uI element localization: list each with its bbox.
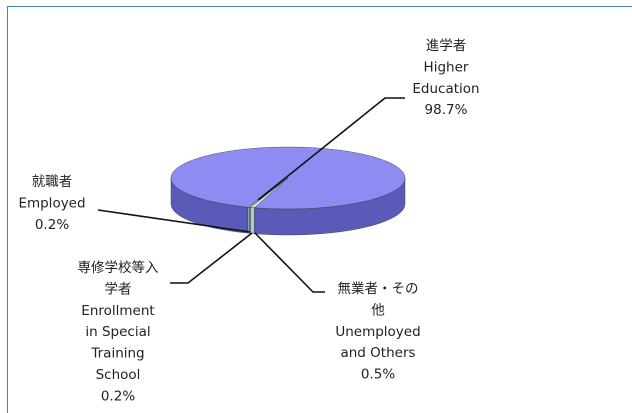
slice-label: 進学者 Higher Education 98.7% <box>412 38 479 118</box>
label-line: Enrollment <box>81 303 154 319</box>
label-line: Employed <box>18 195 85 211</box>
leader-line <box>97 209 251 233</box>
pie <box>170 146 406 236</box>
label-line: 学者 <box>105 281 132 297</box>
label-line: Education <box>412 81 479 97</box>
value-label: 98.7% <box>425 102 468 118</box>
label-line: and Others <box>340 345 415 361</box>
label-line: Higher <box>424 59 469 75</box>
leader-line <box>254 232 325 293</box>
label-line: Unemployed <box>335 324 420 340</box>
slice-label: 就職者 Employed 0.2% <box>18 174 85 233</box>
slice-side <box>247 206 250 234</box>
label-line: School <box>96 367 141 383</box>
leader-line <box>170 232 253 284</box>
slice-side <box>249 207 251 234</box>
frame <box>7 6 632 413</box>
value-label: 0.5% <box>361 367 395 383</box>
value-label: 0.2% <box>101 388 135 404</box>
slice-side <box>250 207 255 234</box>
label-line: Training <box>90 346 144 362</box>
label-line: in Special <box>85 324 150 340</box>
slice-label: 専修学校等入学者 Enrollment in Special Training Scho… <box>78 259 159 404</box>
label-line: 他 <box>371 302 385 318</box>
label-line: 進学者 <box>426 38 467 54</box>
labels: 進学者 Higher Education 98.7%就職者 Employed 0.2%専修… <box>18 38 479 404</box>
slice <box>250 177 289 208</box>
label-line: 専修学校等入 <box>78 259 159 276</box>
label-line: 就職者 <box>32 174 73 190</box>
slice-label: 無業者・その他 Unemployed and Others 0.5% <box>335 281 420 383</box>
leader-line <box>257 97 405 201</box>
value-label: 0.2% <box>35 217 69 233</box>
leader-lines <box>97 97 405 293</box>
label-line: 無業者・その <box>338 281 419 297</box>
slice <box>170 146 406 210</box>
